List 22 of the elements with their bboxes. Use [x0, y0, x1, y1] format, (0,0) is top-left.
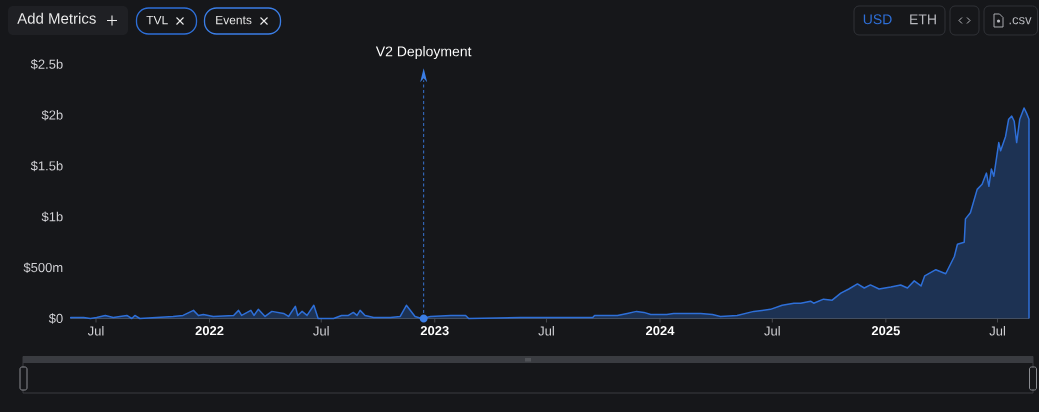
- x-tick-label: Jul: [313, 326, 329, 336]
- x-tick-label: Jul: [764, 326, 780, 336]
- y-tick-label: $0: [48, 313, 63, 324]
- y-tick-label: $2b: [41, 109, 63, 121]
- y-tick-label: $500m: [23, 262, 63, 273]
- x-tick-label: Jul: [87, 326, 104, 336]
- text: ETH: [910, 14, 936, 25]
- text: Add Metrics: [17, 12, 96, 24]
- x-tick-label: Jul: [538, 326, 554, 336]
- text: TVL: [146, 15, 168, 25]
- x-tick-label: 2025: [871, 326, 900, 336]
- ref-line-label: V2 Deployment: [375, 46, 472, 60]
- y-tick-label: $2.5b: [30, 59, 63, 70]
- y-tick-label: $1.5b: [30, 160, 63, 172]
- x-tick-label: 2024: [646, 326, 675, 336]
- x-tick-label: Jul: [989, 326, 1005, 336]
- x-tick-label: 2022: [195, 326, 224, 336]
- x-tick-label: 2023: [420, 326, 449, 336]
- text: USD: [863, 14, 892, 25]
- text: Events: [216, 15, 252, 25]
- text: .csv: [1009, 17, 1032, 25]
- y-tick-label: $1b: [41, 211, 63, 223]
